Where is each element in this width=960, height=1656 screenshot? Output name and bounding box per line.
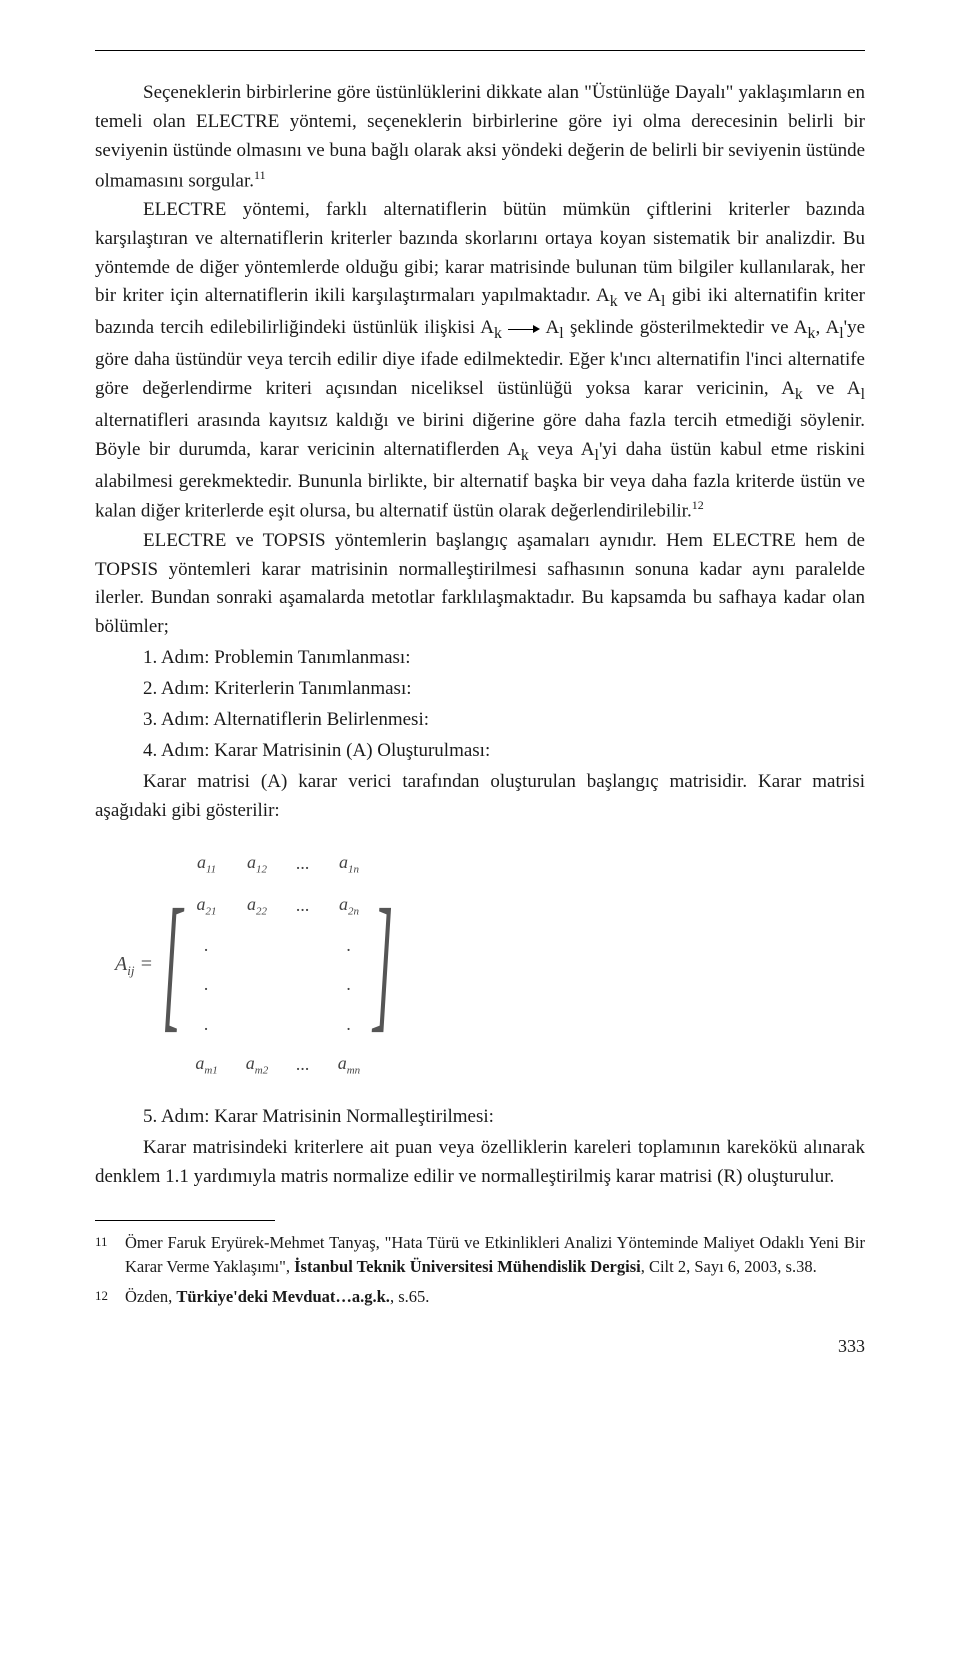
- matrix-cell: .: [181, 965, 231, 1004]
- matrix-cell: [232, 965, 282, 1004]
- matrix-row: ..: [181, 1005, 374, 1044]
- matrix-body: a11a12...a1na21a22...a2n......am1am2...a…: [181, 843, 374, 1085]
- matrix-cell: a1n: [324, 843, 374, 884]
- footnote-11: 11 Ömer Faruk Eryürek-Mehmet Tanyaş, "Ha…: [95, 1231, 865, 1279]
- footnote-separator: [95, 1220, 275, 1221]
- p2b: ve A: [618, 285, 661, 306]
- matrix-cell: a12: [232, 843, 282, 884]
- matrix-row: a21a22...a2n: [181, 885, 374, 926]
- matrix-cell: [282, 1005, 324, 1044]
- step-list-2: 5. Adım: Karar Matrisinin Normalleştiril…: [143, 1103, 865, 1132]
- matrix-cell: .: [324, 1005, 374, 1044]
- footnotes: 11 Ömer Faruk Eryürek-Mehmet Tanyaş, "Ha…: [95, 1231, 865, 1309]
- footnote-11-text: Ömer Faruk Eryürek-Mehmet Tanyaş, "Hata …: [125, 1231, 865, 1279]
- matrix-cell: am2: [232, 1044, 282, 1085]
- matrix-cell: ...: [282, 885, 324, 926]
- matrix-cell: [282, 926, 324, 965]
- matrix-equation: Aij = [ a11a12...a1na21a22...a2n......am…: [115, 843, 865, 1085]
- p2j: veya A: [529, 439, 595, 460]
- footnote-11-num: 11: [95, 1231, 125, 1279]
- matrix-row: am1am2...amn: [181, 1044, 374, 1085]
- step-3: 3. Adım: Alternatiflerin Belirlenmesi:: [143, 706, 865, 735]
- matrix-cell: .: [324, 965, 374, 1004]
- matrix-cell: .: [324, 926, 374, 965]
- step-1: 1. Adım: Problemin Tanımlanması:: [143, 644, 865, 673]
- step-5: 5. Adım: Karar Matrisinin Normalleştiril…: [143, 1103, 865, 1132]
- matrix-cell: .: [181, 926, 231, 965]
- page-number: 333: [95, 1333, 865, 1360]
- matrix-cell: a22: [232, 885, 282, 926]
- top-rule: [95, 50, 865, 51]
- matrix-cell: am1: [181, 1044, 231, 1085]
- step-list: 1. Adım: Problemin Tanımlanması: 2. Adım…: [143, 644, 865, 766]
- matrix-cell: .: [181, 1005, 231, 1044]
- matrix-cell: ...: [282, 843, 324, 884]
- matrix-row: a11a12...a1n: [181, 843, 374, 884]
- sub-k-2: k: [494, 325, 502, 342]
- fn12-b: Türkiye'deki Mevduat…a.g.k.: [176, 1287, 390, 1306]
- matrix-cell: a2n: [324, 885, 374, 926]
- paragraph-3: ELECTRE ve TOPSIS yöntemlerin başlangıç …: [95, 527, 865, 643]
- footnote-12: 12 Özden, Türkiye'deki Mevduat…a.g.k., s…: [95, 1285, 865, 1309]
- paragraph-2: ELECTRE yöntemi, farklı alternatiflerin …: [95, 196, 865, 527]
- sub-k-1: k: [610, 293, 618, 310]
- matrix-lhs: Aij =: [115, 949, 153, 981]
- matrix-cell: a21: [181, 885, 231, 926]
- footnote-ref-12: 12: [692, 498, 704, 512]
- paragraph-4: Karar matrisi (A) karar verici tarafında…: [95, 768, 865, 826]
- p2d: A: [540, 317, 559, 338]
- footnote-ref-11: 11: [254, 168, 266, 182]
- fn12-a: Özden,: [125, 1287, 176, 1306]
- fn11-c: , Cilt 2, Sayı 6, 2003, s.38.: [641, 1257, 817, 1276]
- matrix-cell: a11: [181, 843, 231, 884]
- paragraph-5: Karar matrisindeki kriterlere ait puan v…: [95, 1134, 865, 1192]
- step-4: 4. Adım: Karar Matrisinin (A) Oluşturulm…: [143, 737, 865, 766]
- p2e: şeklinde gösterilmektedir ve A: [564, 317, 808, 338]
- matrix-cell: [282, 965, 324, 1004]
- matrix-lhs-A: A: [115, 953, 127, 975]
- footnote-12-text: Özden, Türkiye'deki Mevduat…a.g.k., s.65…: [125, 1285, 865, 1309]
- step-2: 2. Adım: Kriterlerin Tanımlanması:: [143, 675, 865, 704]
- matrix-cell: amn: [324, 1044, 374, 1085]
- fn11-b: İstanbul Teknik Üniversitesi Mühendislik…: [294, 1257, 641, 1276]
- matrix-equals: =: [134, 953, 153, 975]
- footnote-12-num: 12: [95, 1285, 125, 1309]
- p1-text: Seçeneklerin birbirlerine göre üstünlükl…: [95, 82, 865, 191]
- sub-k-4: k: [795, 386, 803, 403]
- matrix-cell: [232, 926, 282, 965]
- p2h: ve A: [803, 378, 861, 399]
- p2f: , A: [815, 317, 839, 338]
- matrix-row: ..: [181, 965, 374, 1004]
- matrix-cell: ...: [282, 1044, 324, 1085]
- paragraph-1: Seçeneklerin birbirlerine göre üstünlükl…: [95, 79, 865, 196]
- matrix-cell: [232, 1005, 282, 1044]
- matrix-row: ..: [181, 926, 374, 965]
- sub-k-5: k: [521, 447, 529, 464]
- sub-l-4: l: [861, 386, 865, 403]
- fn12-c: , s.65.: [390, 1287, 429, 1306]
